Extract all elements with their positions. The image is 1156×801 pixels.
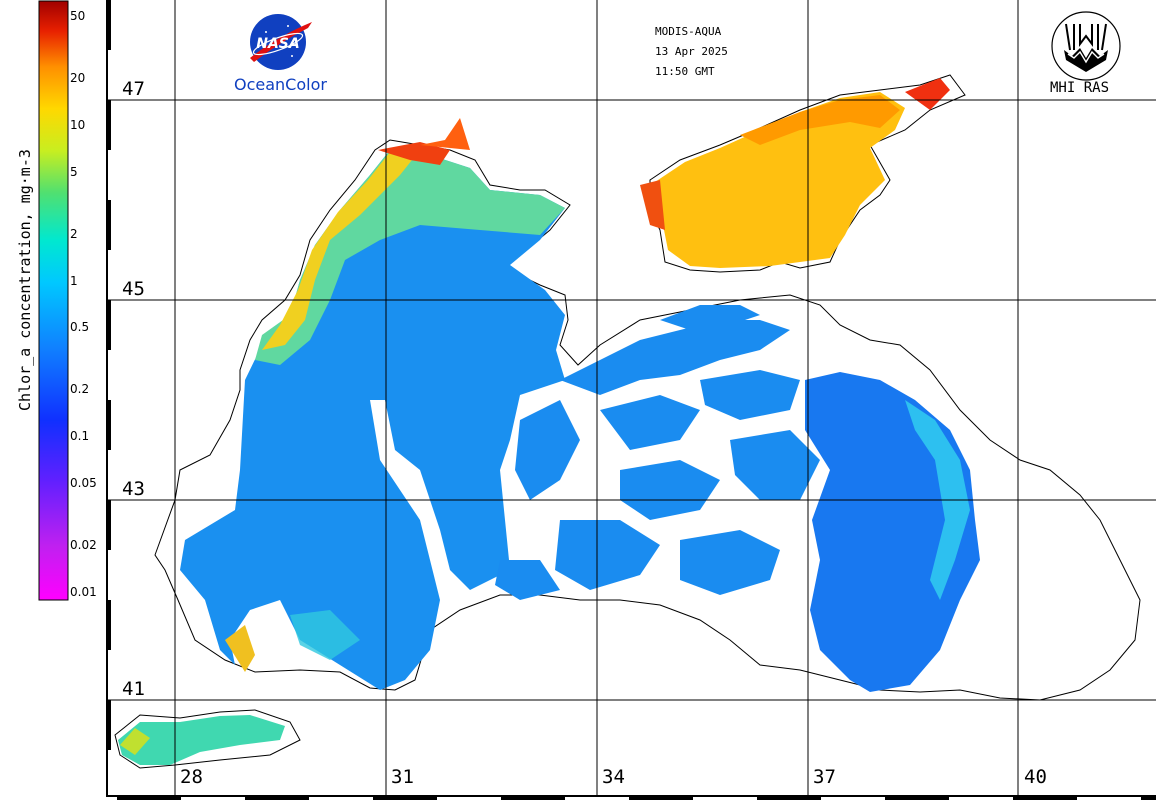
lon-scale-segment — [1013, 795, 1077, 800]
bosporus-coastal-chl — [225, 625, 255, 672]
lat-label-41: 41 — [120, 678, 147, 700]
colorbar — [38, 0, 69, 601]
nasa-word: NASA — [256, 36, 299, 52]
colorbar-title: Chlor_a concentration, mg·m-3 — [16, 149, 34, 411]
colorbar-tick-label: 0.05 — [70, 476, 97, 491]
nasa-logo: NASA — [246, 12, 316, 72]
central-eddy-patch — [700, 370, 800, 420]
lat-scale-segment — [106, 100, 111, 150]
colorbar-tick-label: 20 — [70, 70, 86, 85]
sivash-chl — [640, 180, 665, 230]
lon-label-40: 40 — [1022, 766, 1049, 788]
lat-scale-segment — [106, 300, 111, 350]
colorbar-tick-label: 10 — [70, 117, 86, 132]
colorbar-tick-label: 2 — [70, 226, 78, 241]
marmara-west-chl — [120, 728, 150, 755]
central-eddy-patch — [555, 520, 660, 590]
western-basin-chl — [180, 150, 565, 690]
nasa-meatball-icon: NASA — [250, 14, 312, 70]
black-sea-coastline — [154, 139, 1141, 701]
date-label: 13 Apr 2025 — [655, 45, 728, 58]
oceancolor-caption: OceanColor — [234, 75, 327, 94]
colorbar-tick-label: 0.5 — [70, 320, 90, 335]
central-eddy-patch — [620, 460, 720, 520]
lat-scale-segment — [106, 700, 111, 750]
dnieper-estuary-chl — [378, 142, 450, 165]
azov-sea-chl — [652, 92, 905, 268]
lat-lon-grid — [106, 0, 1156, 795]
colorbar-tick-label: 0.01 — [70, 585, 97, 599]
eastern-coastal-chl — [905, 400, 970, 600]
mhi-emblem-icon — [1051, 11, 1121, 81]
map-frame — [106, 0, 1156, 800]
colorbar-tick-label: 0.2 — [70, 382, 90, 397]
sensor-label: MODIS-AQUA — [655, 25, 722, 38]
mhi-logo — [1050, 10, 1122, 82]
lon-scale-segment — [629, 795, 693, 800]
frame-left — [106, 0, 108, 795]
lon-label-31: 31 — [389, 766, 416, 788]
central-eddy-patch — [560, 320, 790, 395]
lat-scale-segment — [106, 600, 111, 650]
lon-label-34: 34 — [600, 766, 627, 788]
lon-scale-segment — [757, 795, 821, 800]
azov-sea-coastline — [649, 74, 966, 273]
lat-scale-segment — [106, 500, 111, 550]
taganrog-bay-chl — [905, 78, 950, 110]
colorbar-tick-label: 0.1 — [70, 429, 90, 444]
central-eddy-patch — [660, 305, 760, 330]
bug-estuary-chl — [420, 118, 470, 150]
lon-scale-segment — [885, 795, 949, 800]
colorbar-tick-label: 1 — [70, 273, 78, 288]
lon-label-37: 37 — [811, 766, 838, 788]
lon-scale-segment — [501, 795, 565, 800]
lat-scale-segment — [106, 400, 111, 450]
marmara-coastline — [114, 709, 301, 769]
lat-label-43: 43 — [120, 478, 147, 500]
mhi-caption: MHI RAS — [1050, 80, 1110, 96]
colorbar-tick-label: 0.02 — [70, 538, 97, 553]
central-eddy-patch — [515, 400, 580, 500]
time-label: 11:50 GMT — [655, 65, 715, 78]
central-eddy-patch — [495, 560, 560, 600]
colorbar-tick-label: 50 — [70, 9, 86, 23]
lon-scale-segment — [245, 795, 309, 800]
sw-shelf-chl — [290, 610, 360, 660]
lat-label-47: 47 — [120, 78, 147, 100]
colorbar-tick-label: 5 — [70, 164, 78, 179]
lat-label-45: 45 — [120, 278, 147, 300]
lat-scale-segment — [106, 200, 111, 250]
lon-scale-segment — [117, 795, 181, 800]
marmara-chl — [118, 715, 285, 765]
central-eddy-patch — [680, 530, 780, 595]
lat-scale-segment — [106, 0, 111, 50]
central-eddy-patch — [600, 395, 700, 450]
lon-scale-segment — [1141, 795, 1156, 800]
lon-scale-segment — [373, 795, 437, 800]
chlorophyll-layer — [118, 78, 980, 765]
nw-shelf-chl — [255, 150, 565, 365]
central-eddy-patch — [730, 430, 820, 500]
lon-label-28: 28 — [178, 766, 205, 788]
azov-north-high-chl — [740, 95, 900, 145]
